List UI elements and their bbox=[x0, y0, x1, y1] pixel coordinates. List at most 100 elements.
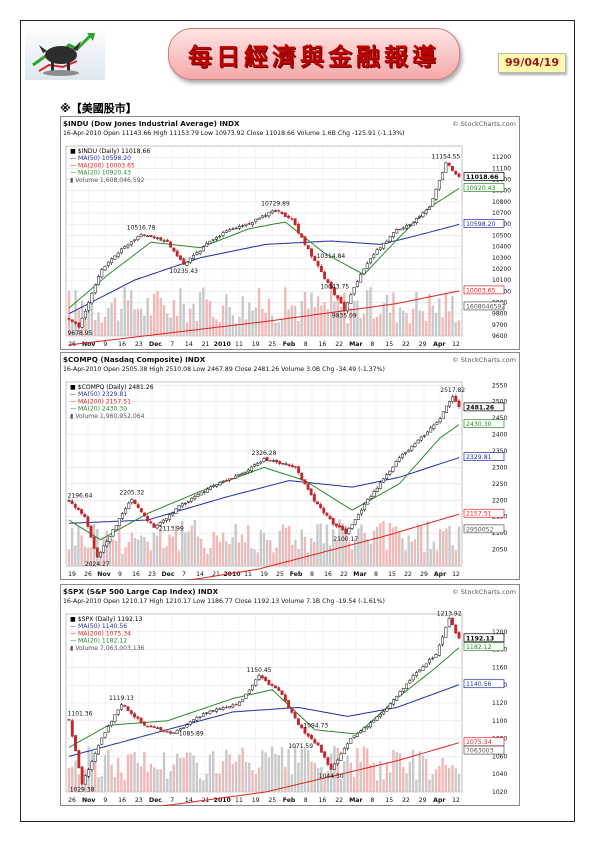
candle-body bbox=[421, 212, 425, 217]
x-tick-label: Nov bbox=[97, 571, 110, 578]
candle-body bbox=[234, 475, 238, 479]
volume-bar bbox=[185, 322, 189, 336]
value-tag: 1075.34 bbox=[466, 739, 492, 746]
volume-bar bbox=[116, 757, 120, 792]
volume-bar bbox=[425, 758, 428, 792]
candle-body bbox=[198, 716, 202, 718]
candle-body bbox=[316, 742, 320, 746]
volume-bar bbox=[438, 298, 441, 336]
candle-body bbox=[267, 211, 271, 217]
candle-body bbox=[237, 473, 241, 476]
volume-bar bbox=[248, 762, 251, 792]
candle-body bbox=[457, 400, 461, 408]
candle-body bbox=[405, 225, 409, 229]
value-tag: 2157.51 bbox=[466, 511, 492, 518]
candle-body bbox=[195, 252, 199, 255]
candle-body bbox=[297, 466, 301, 473]
candle-body bbox=[372, 491, 376, 497]
volume-bar bbox=[349, 308, 353, 336]
candle-body bbox=[172, 247, 176, 252]
y-tick-label: 10500 bbox=[492, 232, 511, 239]
volume-bar bbox=[80, 535, 83, 566]
x-tick-label: 8 bbox=[374, 571, 378, 578]
price-annotation: 1029.38 bbox=[70, 787, 95, 794]
volume-bar bbox=[248, 302, 251, 336]
candle-body bbox=[333, 287, 336, 295]
candle-body bbox=[411, 675, 415, 681]
candle-body bbox=[139, 508, 143, 513]
candle-body bbox=[211, 710, 215, 712]
value-tag-box bbox=[463, 508, 505, 518]
volume-bar bbox=[234, 761, 238, 792]
candle-body bbox=[346, 302, 350, 312]
candle-body bbox=[296, 224, 300, 234]
volume-bar bbox=[290, 774, 294, 792]
candle-body bbox=[113, 255, 117, 260]
volume-bar bbox=[205, 299, 208, 336]
volume-bar bbox=[316, 296, 320, 336]
ma200-line bbox=[185, 513, 460, 580]
volume-bar bbox=[339, 306, 343, 336]
volume-bar bbox=[140, 535, 143, 566]
candle-body bbox=[378, 482, 382, 489]
candle-body bbox=[450, 165, 454, 171]
volume-bar bbox=[360, 524, 363, 566]
candle-body bbox=[388, 236, 392, 242]
volume-bar bbox=[174, 525, 178, 566]
chart-source: © StockCharts.com bbox=[452, 120, 516, 128]
volume-bar bbox=[257, 288, 261, 336]
volume-bar bbox=[264, 312, 267, 336]
x-tick-label: 19 bbox=[68, 571, 76, 578]
price-annotation: 1044.50 bbox=[319, 773, 344, 780]
volume-bar bbox=[118, 524, 121, 566]
candle-body bbox=[349, 294, 353, 304]
candle-body bbox=[437, 179, 441, 190]
volume-bar bbox=[307, 308, 310, 336]
volume-bar bbox=[244, 319, 248, 336]
candle-body bbox=[310, 735, 313, 740]
candle-body bbox=[347, 528, 351, 534]
candle-body bbox=[353, 519, 357, 525]
volume-bar bbox=[162, 548, 165, 566]
candle-body bbox=[283, 212, 287, 218]
x-tick-label: 8 bbox=[371, 797, 375, 804]
candle-body bbox=[224, 706, 228, 709]
volume-bar bbox=[153, 293, 156, 336]
value-tag: 2329.81 bbox=[466, 454, 492, 461]
volume-bar bbox=[277, 754, 280, 792]
volume-bar bbox=[454, 768, 457, 792]
volume-bar bbox=[165, 546, 168, 566]
candle-body bbox=[333, 763, 336, 770]
candle-body bbox=[426, 431, 429, 436]
volume-bar bbox=[212, 751, 215, 792]
x-tick-label: 2010 bbox=[223, 571, 241, 578]
volume-bar bbox=[136, 309, 140, 336]
y-tick-label: 2400 bbox=[492, 432, 507, 439]
y-tick-label: 1100 bbox=[492, 718, 507, 725]
volume-bar bbox=[408, 323, 412, 336]
volume-bar bbox=[189, 752, 192, 792]
volume-bar bbox=[177, 550, 181, 566]
volume-bar bbox=[146, 541, 149, 566]
volume-bar bbox=[320, 305, 323, 336]
candle-body bbox=[454, 395, 458, 402]
volume-bar bbox=[120, 772, 123, 792]
candle-body bbox=[208, 240, 212, 244]
candle-body bbox=[293, 218, 297, 226]
volume-bar bbox=[284, 527, 288, 566]
volume-bar bbox=[198, 778, 202, 792]
candle-body bbox=[152, 236, 156, 239]
volume-bar bbox=[153, 767, 156, 792]
x-tick-label: 15 bbox=[388, 571, 396, 578]
volume-bar bbox=[74, 760, 77, 792]
x-tick-label: 22 bbox=[402, 341, 410, 348]
candle-body bbox=[90, 293, 94, 304]
volume-bar bbox=[293, 746, 297, 792]
candle-body bbox=[300, 724, 304, 729]
volume-bar bbox=[254, 307, 258, 336]
y-tick-label: 1160 bbox=[492, 664, 507, 671]
volume-bar bbox=[130, 290, 133, 336]
volume-bar bbox=[274, 322, 277, 336]
candle-body bbox=[334, 523, 338, 527]
price-annotation: 2100.17 bbox=[333, 536, 358, 543]
